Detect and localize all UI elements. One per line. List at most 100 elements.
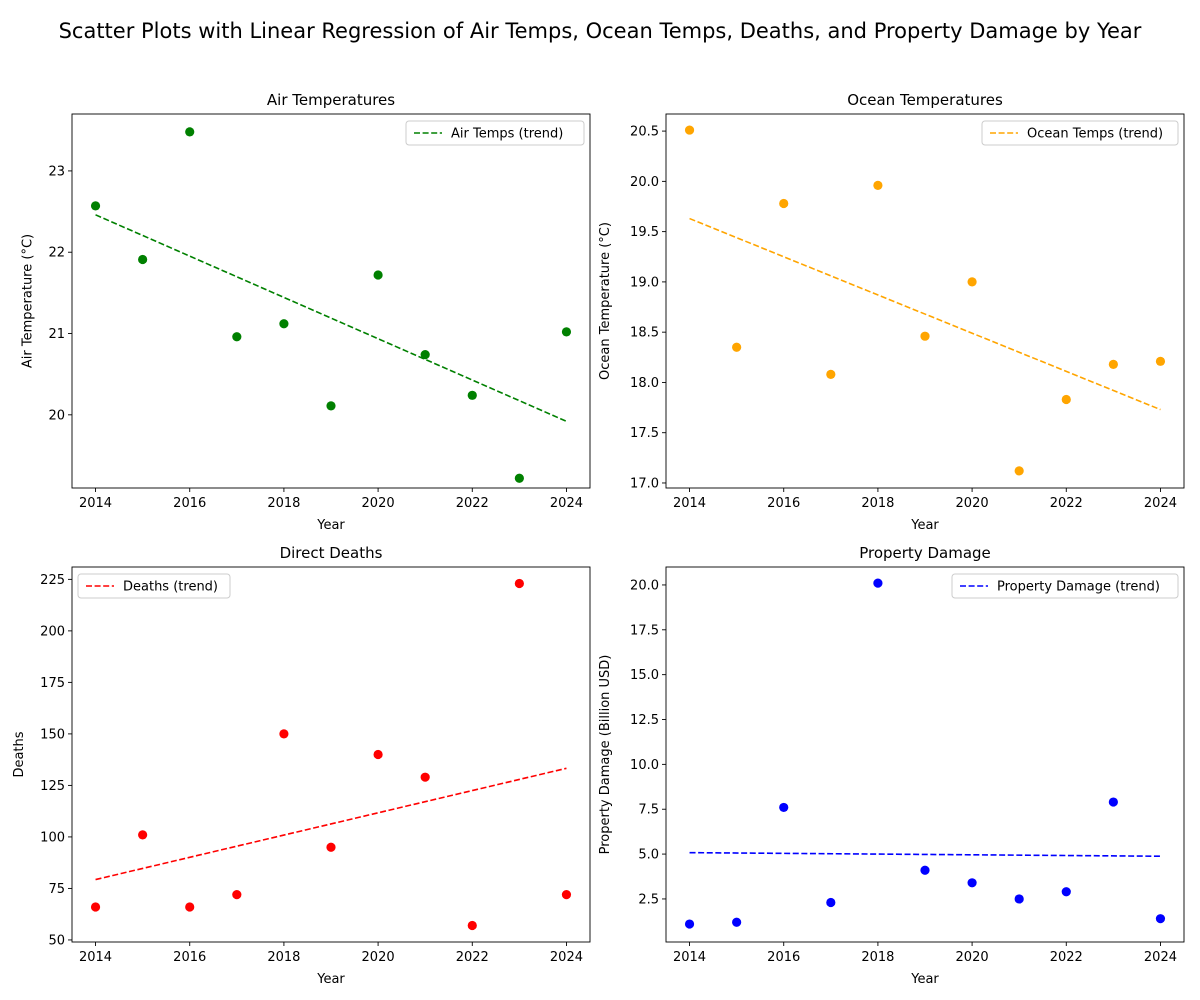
panel-title: Direct Deaths [280, 544, 383, 562]
axes-frame [71, 566, 591, 943]
legend-label: Air Temps (trend) [451, 127, 563, 142]
y-tick-label: 21 [48, 327, 65, 342]
data-point [967, 878, 977, 888]
y-tick-label: 200 [40, 624, 65, 639]
y-tick-label: 125 [40, 779, 65, 794]
data-point [279, 319, 289, 329]
data-point [1061, 394, 1071, 405]
x-tick-label: 2022 [456, 496, 489, 511]
x-tick-label: 2020 [362, 496, 395, 511]
trend-line [689, 851, 1161, 858]
y-tick-label: 22 [48, 246, 65, 261]
legend: Deaths (trend) [77, 573, 231, 599]
panel-deaths: Direct Deaths 2014 2016 2018 2020 2022 2024 50 7… [12, 544, 591, 987]
x-tick-label: 2024 [550, 950, 583, 965]
legend: Ocean Temps (trend) [981, 120, 1179, 146]
legend-box [77, 573, 231, 599]
data-point [826, 369, 836, 379]
y-tick-label: 75 [48, 882, 65, 897]
data-point [326, 842, 336, 852]
data-point [232, 890, 242, 900]
trend-line [95, 767, 567, 881]
x-tick-label: 2020 [362, 950, 395, 965]
y-tick-label: 19.5 [630, 225, 659, 240]
x-axis-label: Year [910, 518, 939, 533]
data-point [420, 772, 430, 782]
y-tick-label: 175 [40, 676, 65, 691]
x-tick-label: 2014 [673, 950, 706, 965]
data-point [684, 125, 695, 135]
data-point [826, 897, 836, 908]
data-point [920, 865, 930, 875]
data-point [732, 342, 742, 352]
y-tick-label: 15.0 [630, 668, 659, 683]
x-axis-label: Year [316, 972, 345, 987]
data-point [514, 578, 524, 589]
y-tick-label: 7.5 [638, 803, 659, 818]
x-tick-label: 2022 [1050, 496, 1083, 511]
x-tick-label: 2014 [79, 950, 112, 965]
data-point [732, 917, 742, 927]
panel-ocean: Ocean Temperatures 2014 2016 2018 2020 2022 20… [598, 91, 1185, 533]
x-tick-label: 2020 [956, 950, 989, 965]
x-tick-label: 2024 [1144, 950, 1177, 965]
x-axis-label: Year [910, 972, 939, 987]
data-point [232, 332, 242, 342]
y-tick-label: 50 [48, 933, 65, 948]
data-point [373, 270, 383, 280]
legend-label: Property Damage (trend) [997, 580, 1160, 595]
axes-frame [71, 113, 591, 489]
x-tick-label: 2020 [956, 496, 989, 511]
data-point [514, 473, 524, 483]
y-tick-label: 150 [40, 727, 65, 742]
data-point [561, 327, 572, 337]
data-point [873, 180, 883, 190]
x-tick-label: 2014 [79, 496, 112, 511]
y-tick-label: 17.5 [630, 426, 659, 441]
y-tick-label: 20 [48, 408, 65, 423]
y-tick-label: 2.5 [638, 892, 659, 907]
panel-title: Property Damage [859, 544, 991, 562]
x-tick-label: 2014 [673, 496, 706, 511]
y-tick-label: 23 [48, 164, 65, 179]
x-tick-label: 2016 [173, 950, 206, 965]
axes-frame [665, 113, 1185, 489]
y-tick-label: 17.0 [630, 476, 659, 491]
data-point [1108, 359, 1118, 369]
y-tick-label: 10.0 [630, 758, 659, 773]
legend-label: Ocean Temps (trend) [1027, 127, 1163, 142]
legend-box [981, 120, 1179, 146]
panel-title: Air Temperatures [267, 91, 395, 109]
panel-damage: Property Damage 2014 2016 2018 2020 2022 2024 2… [598, 544, 1185, 987]
figure-title: Scatter Plots with Linear Regression of … [59, 19, 1142, 43]
y-tick-label: 100 [40, 830, 65, 845]
data-point [467, 390, 477, 400]
data-point [1155, 914, 1166, 924]
x-tick-label: 2016 [767, 950, 800, 965]
x-tick-label: 2024 [550, 496, 583, 511]
trend-line [689, 217, 1161, 411]
data-point [420, 350, 430, 360]
data-point [1155, 356, 1166, 366]
legend: Air Temps (trend) [405, 120, 585, 146]
data-point [279, 729, 289, 739]
x-tick-label: 2018 [861, 950, 894, 965]
x-tick-label: 2024 [1144, 496, 1177, 511]
x-tick-label: 2022 [1050, 950, 1083, 965]
legend-label: Deaths (trend) [123, 580, 218, 595]
x-tick-label: 2018 [267, 496, 300, 511]
data-point [90, 902, 101, 912]
data-point [920, 331, 930, 341]
y-axis-label: Property Damage (Billion USD) [598, 655, 613, 855]
data-point [185, 127, 195, 137]
data-point [326, 401, 336, 411]
y-tick-label: 225 [40, 573, 65, 588]
data-point [1061, 887, 1071, 897]
y-tick-label: 18.0 [630, 376, 659, 391]
y-tick-label: 5.0 [638, 848, 659, 863]
data-point [873, 578, 883, 588]
y-axis-label: Ocean Temperature (°C) [598, 222, 613, 380]
data-point [684, 919, 695, 929]
